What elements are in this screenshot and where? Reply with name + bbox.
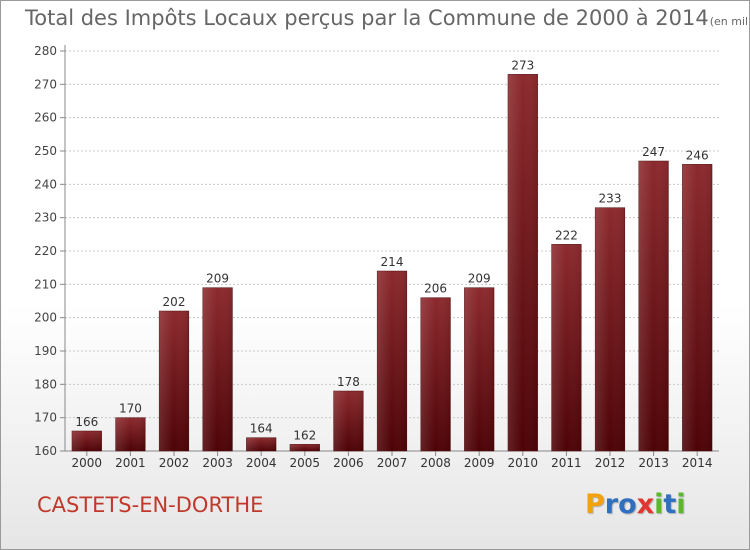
bar-value-label: 162 bbox=[293, 428, 316, 442]
bar-shine bbox=[377, 271, 407, 451]
logo-letter: r bbox=[604, 489, 619, 520]
y-tick-label: 170 bbox=[34, 411, 57, 425]
logo-letter: i bbox=[676, 489, 686, 520]
x-tick-label: 2004 bbox=[246, 456, 277, 470]
x-tick-label: 2003 bbox=[202, 456, 233, 470]
bar-shine bbox=[333, 391, 364, 451]
x-tick-label: 2010 bbox=[508, 456, 539, 470]
bar-shine bbox=[246, 437, 277, 451]
x-tick-label: 2001 bbox=[115, 456, 146, 470]
commune-name: CASTETS-EN-DORTHE bbox=[37, 493, 264, 517]
bar-value-label: 170 bbox=[119, 402, 142, 416]
bar-value-label: 164 bbox=[250, 422, 273, 436]
y-tick-label: 210 bbox=[34, 277, 57, 291]
bars bbox=[71, 74, 713, 452]
bar-value-label: 246 bbox=[686, 148, 709, 162]
x-tick-label: 2000 bbox=[72, 456, 103, 470]
x-tick-label: 2007 bbox=[377, 456, 408, 470]
y-tick-label: 270 bbox=[34, 77, 57, 91]
bar-shine bbox=[464, 287, 495, 451]
bar-value-label: 202 bbox=[163, 295, 186, 309]
y-tick-label: 280 bbox=[34, 44, 57, 58]
y-tick-label: 200 bbox=[34, 311, 57, 325]
y-tick-label: 180 bbox=[34, 377, 57, 391]
bar-shine bbox=[682, 164, 713, 452]
y-tick-label: 160 bbox=[34, 444, 57, 458]
x-tick-label: 2008 bbox=[420, 456, 451, 470]
x-tick-label: 2009 bbox=[464, 456, 495, 470]
bar-shine bbox=[595, 207, 625, 451]
bar-value-label: 166 bbox=[75, 415, 98, 429]
bar-value-label: 222 bbox=[555, 228, 578, 242]
bar-shine bbox=[202, 287, 233, 451]
x-tick-label: 2014 bbox=[682, 456, 713, 470]
logo-letter: x bbox=[636, 489, 655, 520]
logo-letter: t bbox=[663, 489, 677, 520]
bar-value-label: 209 bbox=[468, 272, 491, 286]
y-tick-label: 260 bbox=[34, 111, 57, 125]
bar-shine bbox=[159, 311, 189, 451]
x-tick-label: 2011 bbox=[551, 456, 582, 470]
bar-shine bbox=[71, 431, 102, 451]
x-tick-label: 2006 bbox=[333, 456, 364, 470]
chart-title-block: Total des Impôts Locaux perçus par la Co… bbox=[25, 6, 750, 30]
bar-value-label: 214 bbox=[381, 255, 404, 269]
bar-value-label: 206 bbox=[424, 282, 447, 296]
x-tick-label: 2013 bbox=[638, 456, 669, 470]
bar-shine bbox=[551, 244, 582, 451]
chart-subtitle: (en milliers d'€) bbox=[709, 15, 750, 28]
bar-shine bbox=[638, 161, 669, 451]
x-tick-label: 2005 bbox=[290, 456, 321, 470]
y-tick-label: 230 bbox=[34, 211, 57, 225]
bar-shine bbox=[289, 444, 320, 451]
x-tick-label: 2012 bbox=[595, 456, 626, 470]
labels: 160 170 180 190 200 210 220 230 240 250 260 270 280 1… bbox=[34, 44, 712, 470]
y-tick-label: 240 bbox=[34, 177, 57, 191]
chart-title: Total des Impôts Locaux perçus par la Co… bbox=[25, 6, 709, 30]
logo-letter: i bbox=[654, 489, 664, 520]
logo-letter: o bbox=[618, 489, 637, 520]
y-tick-label: 250 bbox=[34, 144, 57, 158]
bar-value-label: 233 bbox=[599, 192, 622, 206]
bar-value-label: 273 bbox=[511, 58, 534, 72]
logo-letter: P bbox=[585, 489, 605, 520]
bar-shine bbox=[115, 417, 146, 451]
bar-shine bbox=[420, 297, 451, 451]
y-tick-label: 220 bbox=[34, 244, 57, 258]
x-tick-label: 2002 bbox=[159, 456, 190, 470]
bar-shine bbox=[507, 74, 538, 451]
bar-value-label: 209 bbox=[206, 272, 229, 286]
y-tick-label: 190 bbox=[34, 344, 57, 358]
bar-value-label: 178 bbox=[337, 375, 360, 389]
bar-value-label: 247 bbox=[642, 145, 665, 159]
